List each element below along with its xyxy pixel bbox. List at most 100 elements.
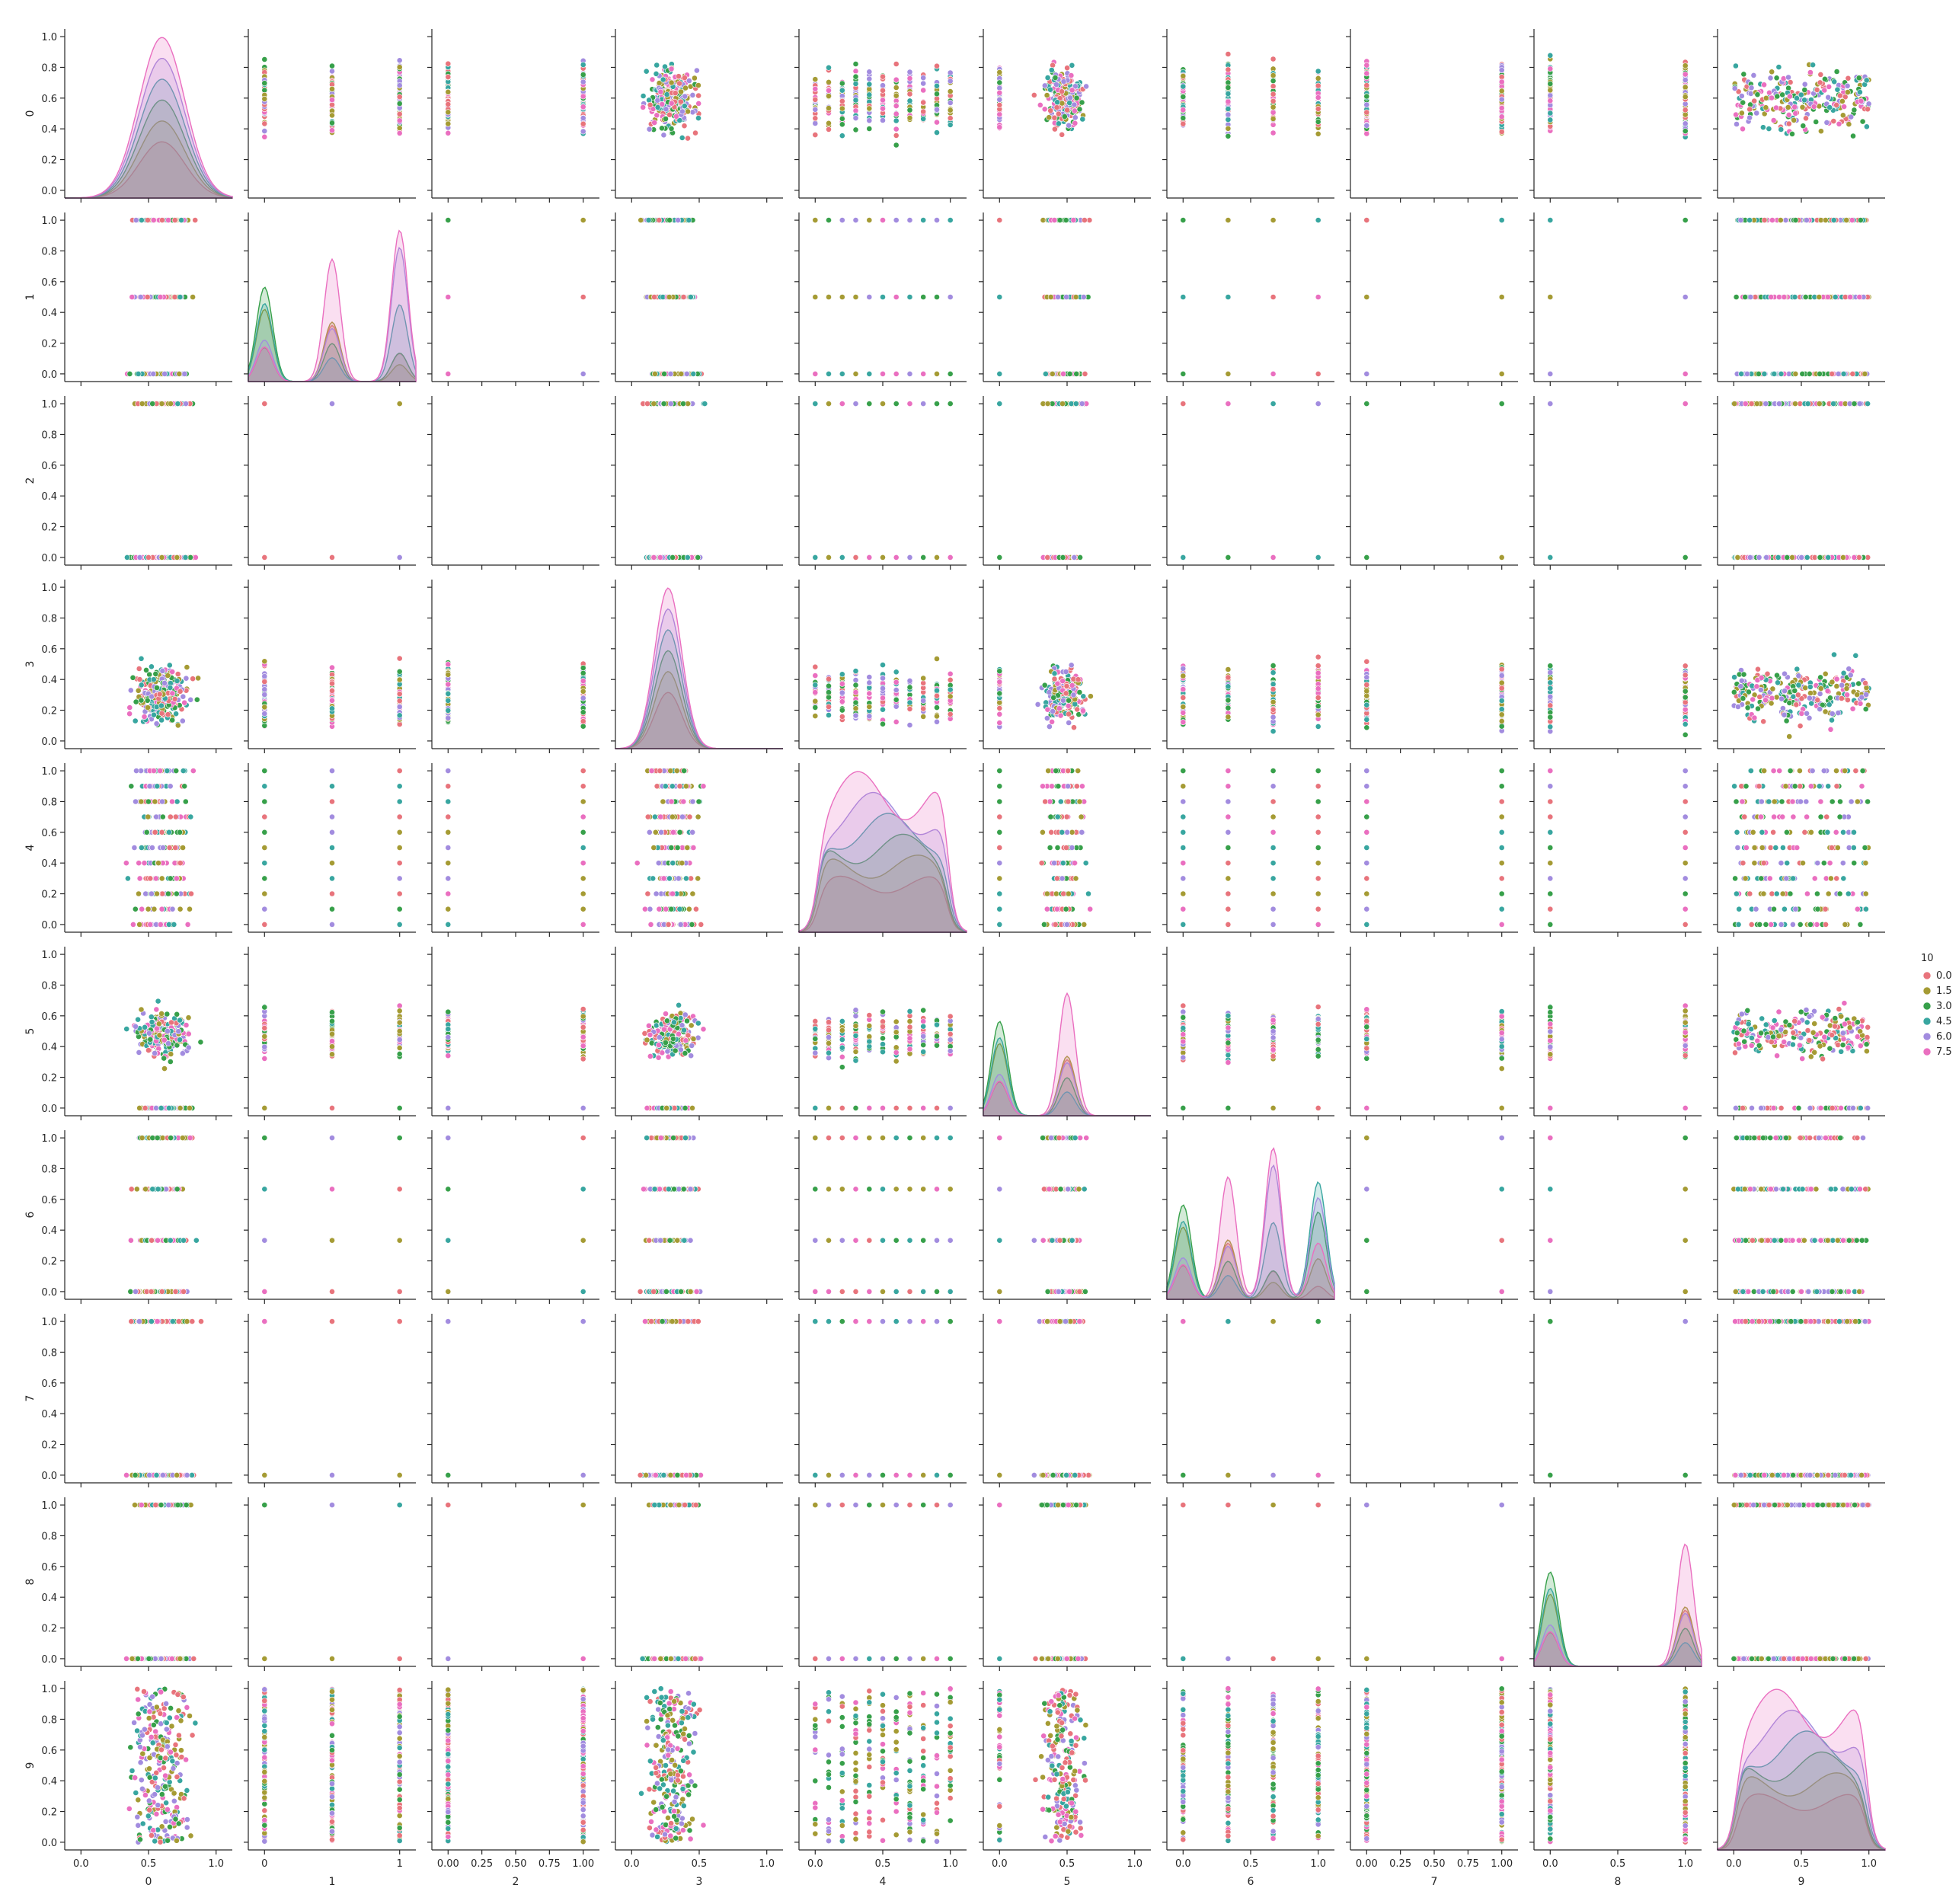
scatter-point	[1769, 217, 1775, 223]
scatter-point	[1315, 94, 1321, 101]
scatter-point	[692, 75, 698, 81]
panel-grid: 0.00.20.40.60.81.000.00.20.40.60.81.010.…	[24, 29, 1886, 1888]
y-tick-label: 0.8	[41, 62, 57, 74]
scatter-point	[1063, 217, 1069, 223]
scatter-point	[1363, 62, 1370, 69]
scatter-point	[1363, 109, 1370, 116]
scatter-point	[192, 217, 199, 223]
scatter-point	[1682, 217, 1689, 223]
scatter-point	[893, 92, 900, 99]
scatter-point	[1547, 117, 1554, 123]
scatter-point	[852, 217, 859, 223]
scatter-point	[1682, 120, 1689, 127]
scatter-point	[1051, 217, 1058, 223]
y-axis-label: 1	[24, 294, 37, 301]
scatter-point	[657, 88, 664, 95]
scatter-point	[1225, 370, 1232, 377]
scatter-point	[1816, 294, 1823, 300]
panel-0-2	[427, 29, 599, 203]
scatter-point	[1740, 71, 1747, 78]
scatter-point	[839, 370, 845, 377]
scatter-point	[695, 92, 701, 99]
scatter-point	[1031, 92, 1037, 98]
scatter-point	[866, 91, 873, 98]
scatter-point	[1682, 94, 1689, 101]
scatter-point	[1225, 91, 1232, 97]
scatter-point	[996, 79, 1003, 86]
scatter-point	[660, 132, 667, 139]
scatter-point	[1052, 75, 1059, 81]
scatter-point	[1225, 294, 1232, 300]
scatter-point	[682, 75, 688, 81]
scatter-point	[1863, 123, 1870, 130]
scatter-point	[1073, 370, 1080, 377]
scatter-point	[643, 68, 650, 75]
scatter-point	[852, 294, 859, 300]
scatter-point	[656, 217, 663, 223]
scatter-point	[445, 129, 452, 136]
scatter-point	[145, 217, 151, 223]
scatter-point	[947, 121, 954, 128]
scatter-point	[1547, 294, 1554, 300]
scatter-point	[445, 74, 452, 80]
scatter-point	[1761, 370, 1768, 377]
scatter-point	[1498, 67, 1505, 73]
scatter-point	[1794, 95, 1800, 101]
scatter-point	[176, 370, 183, 377]
scatter-point	[906, 294, 913, 300]
y-tick-label: 0.2	[41, 339, 57, 350]
scatter-point	[682, 85, 689, 91]
scatter-point	[1041, 106, 1048, 113]
scatter-point	[1225, 133, 1232, 139]
scatter-point	[1865, 106, 1871, 113]
scatter-point	[1850, 133, 1856, 139]
scatter-point	[666, 294, 673, 300]
scatter-point	[893, 142, 900, 149]
scatter-point	[1813, 119, 1820, 125]
scatter-point	[920, 99, 927, 106]
scatter-point	[1315, 217, 1321, 223]
scatter-point	[1833, 69, 1840, 75]
scatter-point	[1315, 106, 1321, 112]
scatter-point	[839, 115, 845, 122]
scatter-point	[1799, 370, 1806, 377]
scatter-point	[906, 75, 913, 81]
scatter-point	[1050, 62, 1056, 69]
scatter-point	[1225, 117, 1232, 123]
scatter-point	[640, 104, 647, 110]
scatter-point	[1363, 82, 1370, 88]
panel-1-9	[1713, 212, 1885, 386]
scatter-point	[1777, 217, 1784, 223]
scatter-point	[1682, 370, 1689, 377]
scatter-point	[645, 217, 652, 223]
scatter-point	[1831, 78, 1838, 85]
scatter-point	[676, 80, 682, 87]
scatter-point	[826, 294, 832, 300]
scatter-point	[1835, 370, 1842, 377]
scatter-point	[1270, 104, 1277, 110]
scatter-point	[1046, 114, 1053, 121]
scatter-point	[920, 108, 927, 115]
scatter-point	[1363, 70, 1370, 77]
scatter-point	[1738, 110, 1745, 117]
scatter-point	[1753, 110, 1760, 117]
scatter-point	[1547, 87, 1554, 94]
scatter-point	[852, 97, 859, 104]
scatter-point	[396, 125, 403, 132]
scatter-point	[1738, 370, 1744, 377]
scatter-point	[396, 101, 403, 107]
scatter-point	[1738, 93, 1745, 99]
scatter-point	[1840, 370, 1847, 377]
scatter-point	[1498, 78, 1505, 85]
scatter-point	[1225, 106, 1232, 112]
scatter-point	[1814, 87, 1820, 93]
scatter-point	[947, 115, 954, 122]
scatter-point	[1225, 125, 1232, 132]
scatter-point	[1859, 118, 1866, 125]
scatter-point	[1769, 69, 1775, 75]
panel-1-2	[427, 212, 599, 386]
scatter-point	[1786, 93, 1793, 100]
scatter-point	[1054, 99, 1060, 106]
scatter-point	[1775, 294, 1782, 300]
scatter-point	[1803, 217, 1810, 223]
